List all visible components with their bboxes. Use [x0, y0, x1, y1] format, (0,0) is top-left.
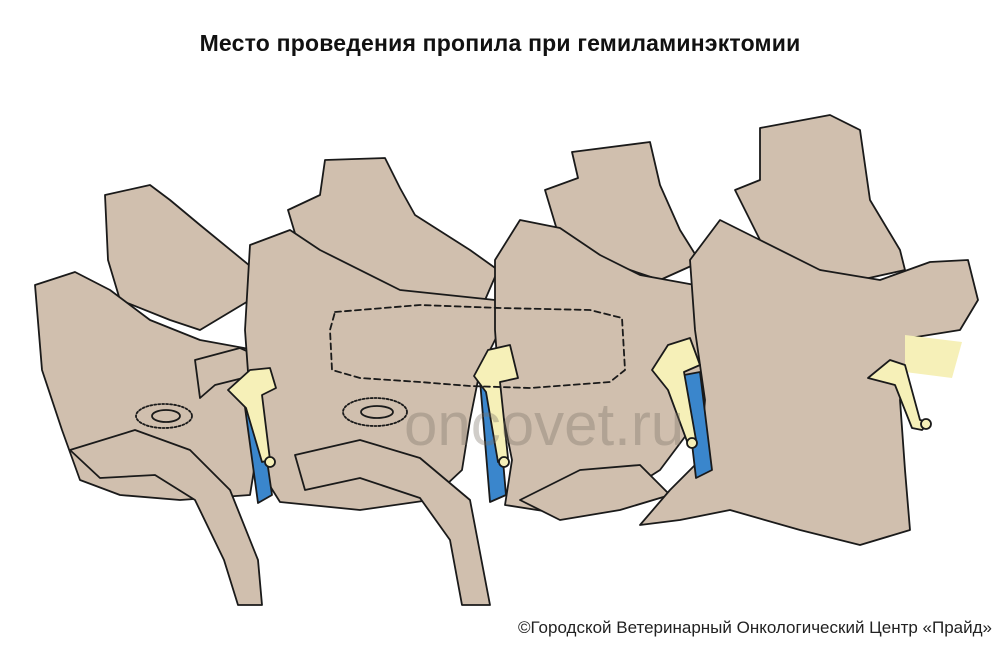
rib-1: [69, 429, 263, 606]
hemilaminectomy-cut-outline: [329, 304, 626, 389]
vertebra-2: [244, 157, 501, 606]
diagram-title: Место проведения пропила при гемиламинэк…: [199, 30, 801, 56]
nerve-root-2: [473, 344, 519, 503]
foramen-1-inner: [151, 409, 181, 423]
rib-2: [294, 439, 491, 606]
vertebra-1: [34, 184, 263, 606]
vertebra-3: [494, 141, 706, 521]
nerve-root-4: [867, 359, 932, 431]
watermark: oncovet.ru: [404, 391, 685, 458]
vertebra-4: [639, 114, 979, 546]
foramen-2-inner: [360, 405, 394, 419]
vertebra-4-body: [639, 219, 979, 546]
nerve-root-1: [227, 367, 277, 504]
copyright-credit: ©Городской Ветеринарный Онкологический Ц…: [517, 618, 992, 637]
nerve-root-3: [651, 337, 713, 479]
vertebra-4-transverse: [905, 335, 962, 378]
